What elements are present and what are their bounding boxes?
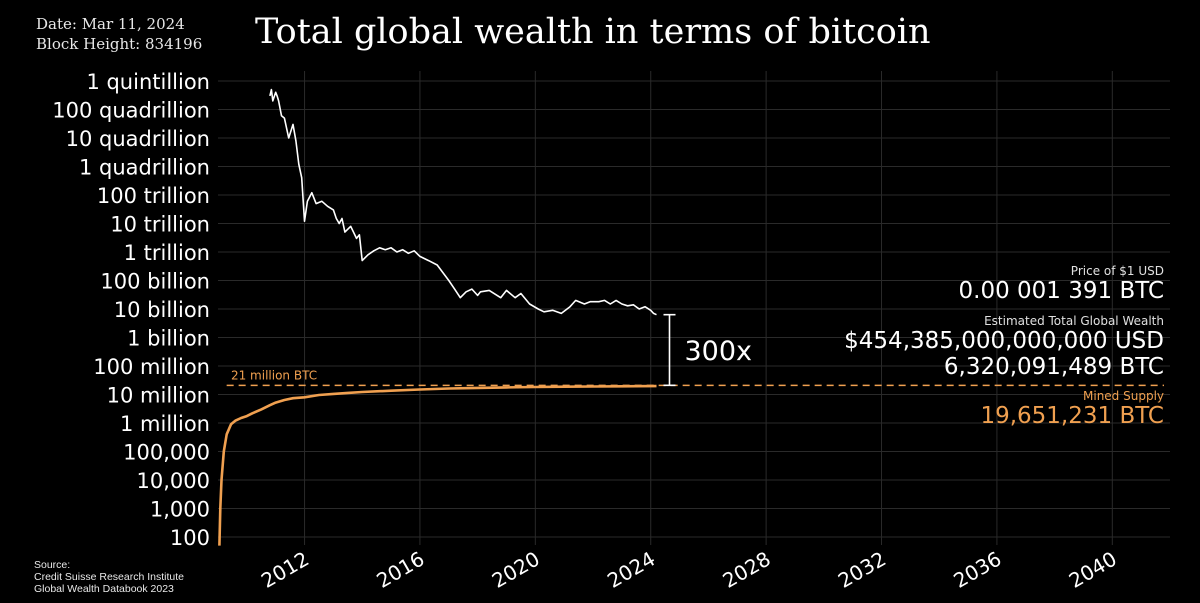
wealth-usd-value: $454,385,000,000,000 USD [844, 328, 1164, 354]
y-tick-label: 10,000 [137, 469, 210, 493]
y-tick-label: 10 quadrillion [66, 127, 210, 151]
source-label: Source: [34, 559, 71, 571]
y-axis-tick-labels: 1 quintillion 100 quadrillion 10 quadrilli… [52, 70, 210, 550]
y-tick-label: 100 [170, 526, 210, 550]
source-publication: Global Wealth Databook 2023 [34, 583, 174, 595]
wealth-panel: Estimated Total Global Wealth $454,385,0… [844, 314, 1164, 380]
y-tick-label: 10 million [107, 384, 210, 408]
source-credit: Source: Credit Suisse Research Institute… [34, 559, 184, 595]
supply-panel: Mined Supply 19,651,231 BTC [980, 389, 1164, 429]
y-tick-label: 10 billion [114, 298, 210, 322]
y-tick-label: 1 quadrillion [79, 156, 210, 180]
y-tick-label: 1 quintillion [86, 70, 210, 94]
date-block: Date: Mar 11, 2024 Block Height: 834196 [36, 14, 202, 54]
wealth-btc-value: 6,320,091,489 BTC [943, 354, 1164, 380]
x-tick-label: 2016 [372, 547, 428, 593]
series-line-mined-supply [218, 384, 657, 546]
y-tick-label: 100 quadrillion [52, 99, 210, 123]
y-tick-label: 100 million [93, 355, 210, 379]
y-tick-label: 1 trillion [124, 241, 210, 265]
x-tick-label: 2040 [1065, 547, 1121, 593]
supply-value: 19,651,231 BTC [980, 403, 1164, 429]
y-tick-label: 1 billion [127, 327, 210, 351]
x-tick-label: 2020 [488, 547, 544, 593]
chart-title: Total global wealth in terms of bitcoin [255, 12, 931, 52]
x-tick-label: 2024 [603, 547, 659, 593]
supply-label: Mined Supply [1083, 389, 1164, 403]
x-tick-label: 2032 [834, 547, 890, 593]
date-text: Date: Mar 11, 2024 [36, 15, 185, 33]
y-tick-label: 100,000 [123, 441, 210, 465]
y-tick-label: 100 trillion [97, 184, 210, 208]
source-org: Credit Suisse Research Institute [34, 571, 184, 583]
price-value: 0.00 001 391 BTC [958, 278, 1164, 304]
grid-lines [218, 71, 1170, 545]
x-tick-label: 2012 [257, 547, 313, 593]
series-line-global-wealth [269, 88, 657, 316]
price-label: Price of $1 USD [1070, 264, 1164, 278]
reference-line-label: 21 million BTC [231, 368, 317, 382]
wealth-label: Estimated Total Global Wealth [984, 314, 1164, 328]
y-tick-label: 1,000 [150, 498, 210, 522]
multiple-bracket [663, 313, 676, 387]
y-tick-label: 10 trillion [110, 213, 210, 237]
block-height-text: Block Height: 834196 [36, 35, 203, 53]
x-axis-tick-labels: 2012 2016 2020 2024 2028 2032 2036 2040 [257, 547, 1121, 593]
multiple-label: 300x [684, 336, 752, 367]
y-tick-label: 100 billion [100, 270, 210, 294]
x-tick-label: 2036 [949, 547, 1005, 593]
x-tick-label: 2028 [719, 547, 775, 593]
price-panel: Price of $1 USD 0.00 001 391 BTC [959, 264, 1164, 304]
y-tick-label: 1 million [120, 412, 210, 436]
